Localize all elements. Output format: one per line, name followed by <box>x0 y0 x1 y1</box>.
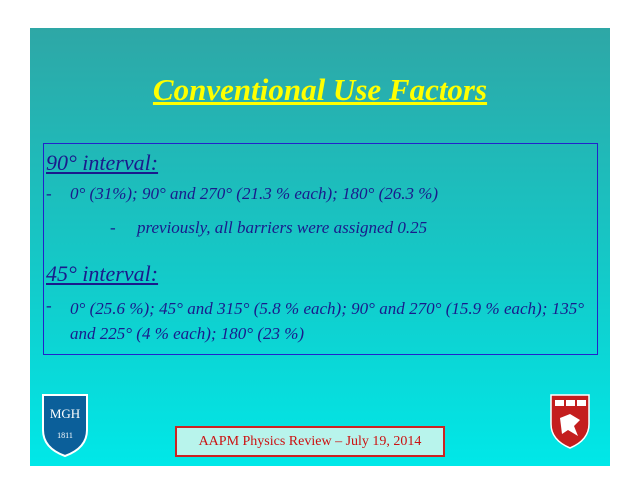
bullet: - <box>46 184 52 203</box>
bullet: - <box>46 296 52 315</box>
section-heading: 45° interval: <box>46 261 159 286</box>
bullet: - <box>110 218 116 237</box>
logo-text: MGH <box>50 406 80 421</box>
item-text: previously, all barriers were assigned 0… <box>137 218 428 237</box>
slide: Conventional Use Factors 90° interval: -… <box>30 28 610 466</box>
mgh-logo: MGH 1811 <box>42 394 88 458</box>
harvard-logo <box>550 394 590 449</box>
item-text: 0° (25.6 %); 45° and 315° (5.8 % each); … <box>70 299 584 343</box>
item-text: 0° (31%); 90° and 270° (21.3 % each); 18… <box>70 184 439 203</box>
slide-title: Conventional Use Factors <box>152 72 488 107</box>
section-heading: 90° interval: <box>46 150 159 175</box>
footer: AAPM Physics Review – July 19, 2014 <box>175 426 445 457</box>
logo-year: 1811 <box>57 431 73 440</box>
content-box: 90° interval: - 0° (31%); 90° and 270° (… <box>43 143 598 355</box>
